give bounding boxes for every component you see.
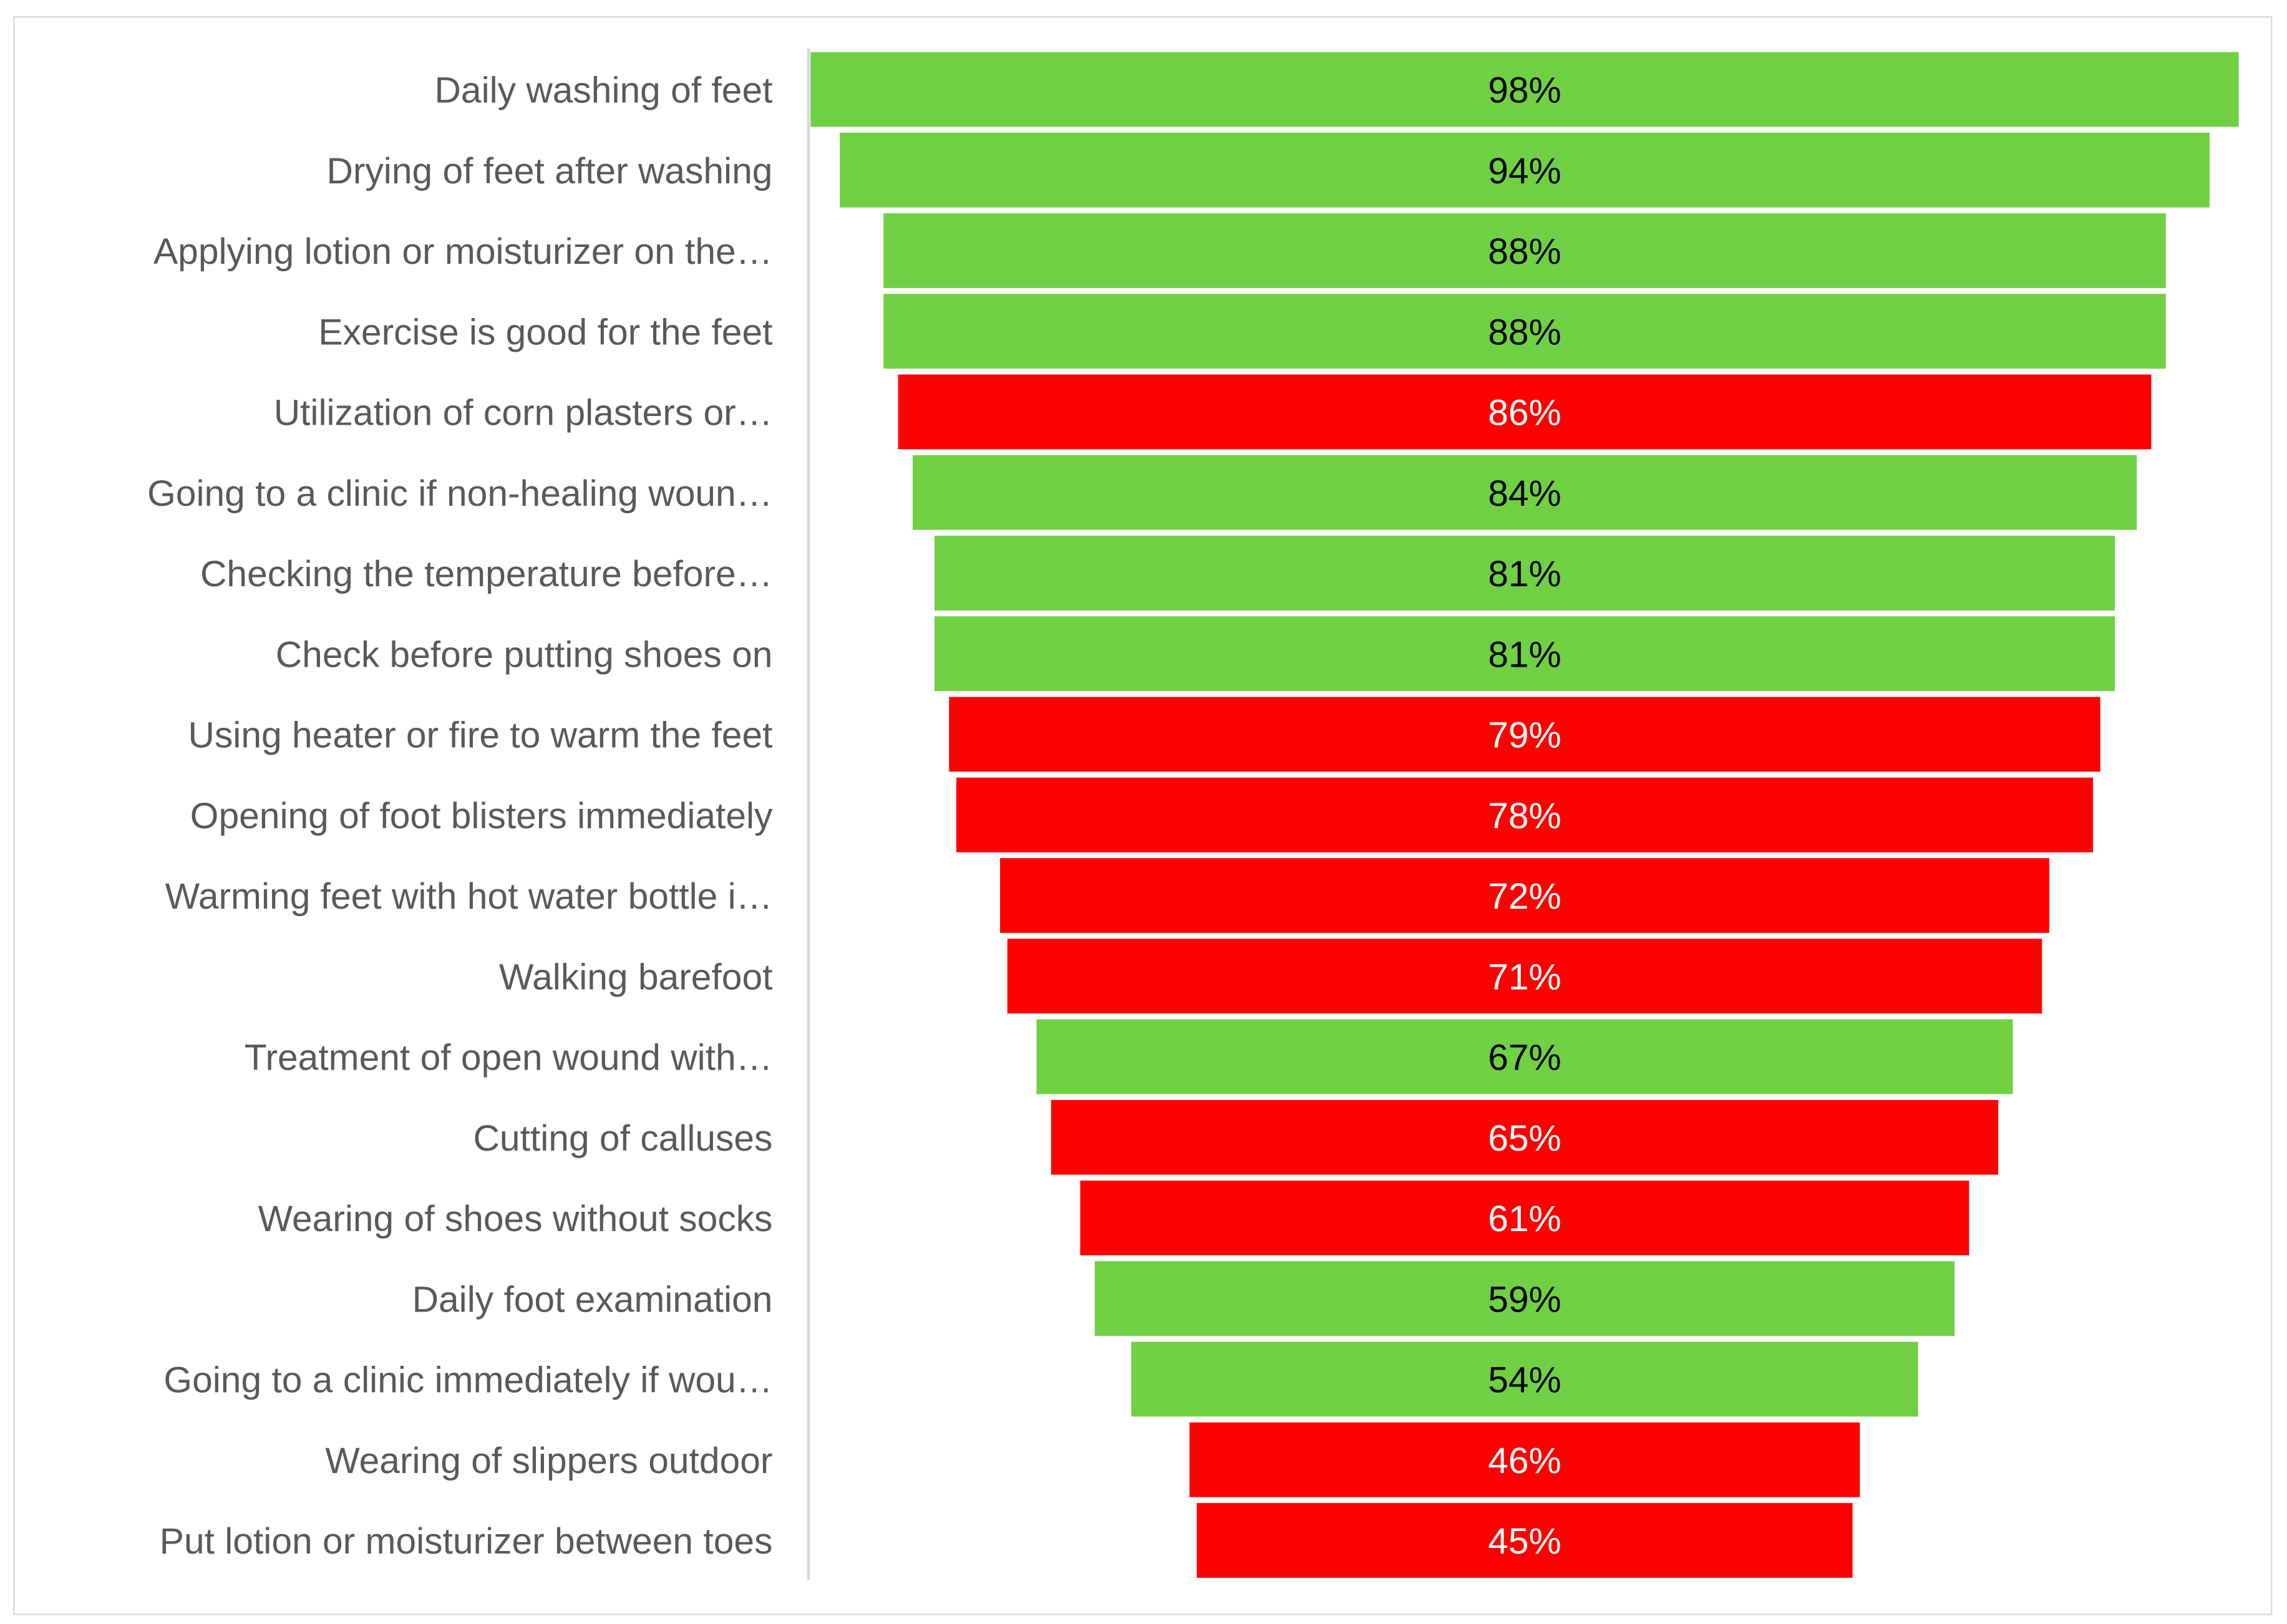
bar-11 <box>1007 939 2042 1014</box>
category-label: Walking barefoot <box>499 957 773 997</box>
bar-1 <box>840 132 2210 208</box>
bar-6 <box>934 536 2115 611</box>
category-label: Exercise is good for the feet <box>318 312 772 352</box>
category-label: Opening of foot blisters immediately <box>190 796 773 836</box>
bar-8 <box>949 697 2100 772</box>
category-label: Daily foot examination <box>412 1279 773 1320</box>
bar-2 <box>883 213 2166 288</box>
bar-0 <box>810 52 2239 127</box>
data-label: 88% <box>1488 231 1561 272</box>
data-label: 78% <box>1488 796 1561 836</box>
category-label: Drying of feet after washing <box>326 151 772 191</box>
bar-14 <box>1080 1181 1969 1255</box>
bar-16 <box>1131 1341 1918 1417</box>
data-label: 86% <box>1488 393 1561 433</box>
data-label: 59% <box>1488 1279 1561 1320</box>
bar-18 <box>1197 1503 1853 1578</box>
data-label: 94% <box>1488 151 1561 191</box>
bar-9 <box>956 777 2094 853</box>
bars-group: Daily washing of feet 98% Drying of feet a… <box>147 52 2239 1578</box>
category-label: Warming feet with hot water bottle i… <box>165 876 773 917</box>
category-label: Applying lotion or moisturizer on the… <box>153 231 772 272</box>
bar-5 <box>912 455 2137 530</box>
category-label: Wearing of shoes without socks <box>258 1199 773 1239</box>
data-label: 67% <box>1488 1038 1561 1078</box>
data-label: 45% <box>1488 1521 1561 1562</box>
data-label: 79% <box>1488 715 1561 756</box>
bar-7 <box>934 616 2115 692</box>
category-label: Going to a clinic immediately if wou… <box>163 1360 772 1401</box>
category-label: Going to a clinic if non-healing woun… <box>147 473 772 514</box>
data-label: 72% <box>1488 876 1561 917</box>
category-label: Check before putting shoes on <box>276 634 773 675</box>
bar-15 <box>1094 1261 1955 1336</box>
data-label: 46% <box>1488 1441 1561 1481</box>
data-label: 88% <box>1488 312 1561 352</box>
bar-17 <box>1189 1422 1860 1497</box>
data-label: 61% <box>1488 1199 1561 1239</box>
data-label: 84% <box>1488 473 1561 514</box>
bar-10 <box>1000 858 2049 933</box>
data-label: 81% <box>1488 554 1561 594</box>
category-label: Utilization of corn plasters or… <box>274 393 773 433</box>
category-label: Cutting of calluses <box>473 1118 773 1159</box>
bar-13 <box>1051 1100 1999 1175</box>
bar-3 <box>883 294 2166 369</box>
category-label: Put lotion or moisturizer between toes <box>160 1521 773 1562</box>
category-label: Checking the temperature before… <box>200 554 772 594</box>
data-label: 54% <box>1488 1360 1561 1401</box>
bar-4 <box>898 374 2152 450</box>
data-label: 71% <box>1488 957 1561 997</box>
category-label: Wearing of slippers outdoor <box>325 1441 772 1481</box>
category-label: Using heater or fire to warm the feet <box>188 715 773 756</box>
category-label: Treatment of open wound with… <box>245 1038 773 1078</box>
bar-12 <box>1036 1019 2013 1095</box>
data-label: 65% <box>1488 1118 1561 1159</box>
data-label: 98% <box>1488 70 1561 111</box>
data-label: 81% <box>1488 634 1561 675</box>
category-label: Daily washing of feet <box>434 70 772 111</box>
